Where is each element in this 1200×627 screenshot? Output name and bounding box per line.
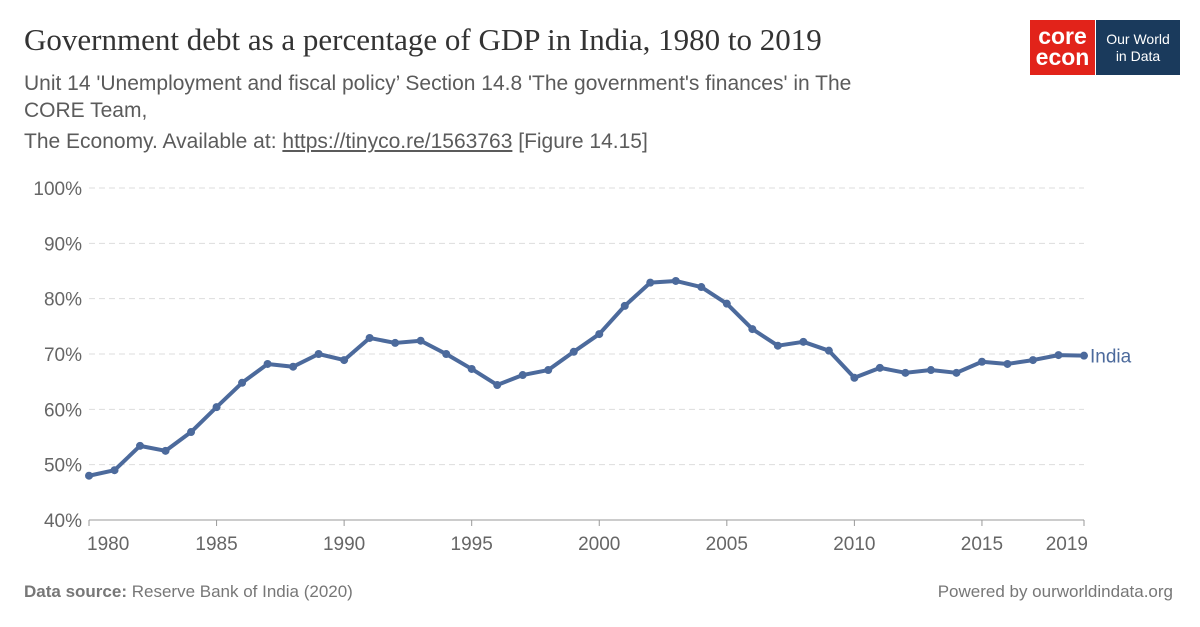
footer-source: Data source: Reserve Bank of India (2020… [24,582,353,602]
series-line [88,278,1085,478]
data-point [314,350,323,358]
source: Reserve Bank of India (2020) [131,582,353,601]
data-point [238,378,247,387]
data-point [110,466,119,475]
data-point [289,362,298,371]
y-tick-label: 50% [44,456,82,477]
data-point [926,366,935,375]
x-tick-label: 2015 [961,534,1003,555]
data-point [773,341,782,350]
logo-text: in Data [1115,48,1161,64]
data-point [595,330,604,339]
core-econ-logo: core econ [1030,20,1095,75]
data-point [212,403,221,412]
data-point [442,350,451,358]
data-point [671,276,680,285]
data-point [1054,351,1063,360]
x-tick-label: 2000 [578,534,620,555]
logo-text: core [1038,23,1087,49]
data-point [1028,356,1037,365]
data-point [875,363,884,372]
subtitle-note: [Figure 14.15] [518,130,648,153]
x-tick-label: 1985 [195,534,237,555]
x-tick-label: 1995 [451,534,493,555]
data-point [340,356,349,365]
data-point [722,299,731,308]
x-tick-label: 1990 [323,534,365,555]
data-point [416,336,425,345]
x-tick-label: 1980 [87,534,129,555]
data-point [85,471,93,480]
data-point [391,338,400,347]
subtitle: CORE Team, [24,99,148,122]
data-point [467,364,476,373]
y-tick-label: 60% [44,400,82,421]
x-tick-label: 2010 [833,534,875,555]
data-point [1080,351,1088,360]
subtitle-link[interactable]: https://tinyco.re/1563763 [282,130,513,153]
chart-title: Government debt as a percentage of GDP i… [24,22,822,57]
data-point [620,301,629,310]
subtitle: Unit 14 'Unemployment and fiscal policy’… [24,72,852,95]
owid-logo: Our World in Data [1096,20,1180,75]
x-tick-label: 2005 [706,534,748,555]
data-point [136,441,145,450]
y-tick-label: 100% [33,179,82,200]
data-point [544,366,553,375]
subtitle-text: The Economy. Available at: [24,130,277,153]
data-point [518,371,527,380]
data-point [799,337,808,346]
data-point [569,347,578,356]
series-label: India [1090,347,1132,368]
logo-text: econ [1035,44,1090,70]
data-point [977,357,986,366]
data-point [646,278,655,287]
source-label: Data source: [24,582,127,601]
powered-by: Powered by ourworldindata.org [937,582,1173,601]
x-tick-label: 2019 [1046,534,1088,555]
y-tick-label: 80% [44,290,82,311]
y-tick-label: 70% [44,345,82,366]
data-point [161,446,170,455]
data-point [365,333,374,342]
subtitle-source: The Economy. Available at: https://tinyc… [24,130,648,154]
data-point [187,428,196,437]
data-point [952,368,961,377]
data-point [901,368,910,377]
data-point [263,359,272,368]
data-point [748,325,757,334]
y-tick-label: 40% [44,511,82,532]
data-point [850,373,859,382]
y-tick-label: 90% [44,234,82,255]
data-point [1003,359,1012,368]
data-point [493,380,502,389]
logo-text: Our World [1106,31,1170,47]
data-point [697,283,706,292]
data-point [824,346,833,355]
